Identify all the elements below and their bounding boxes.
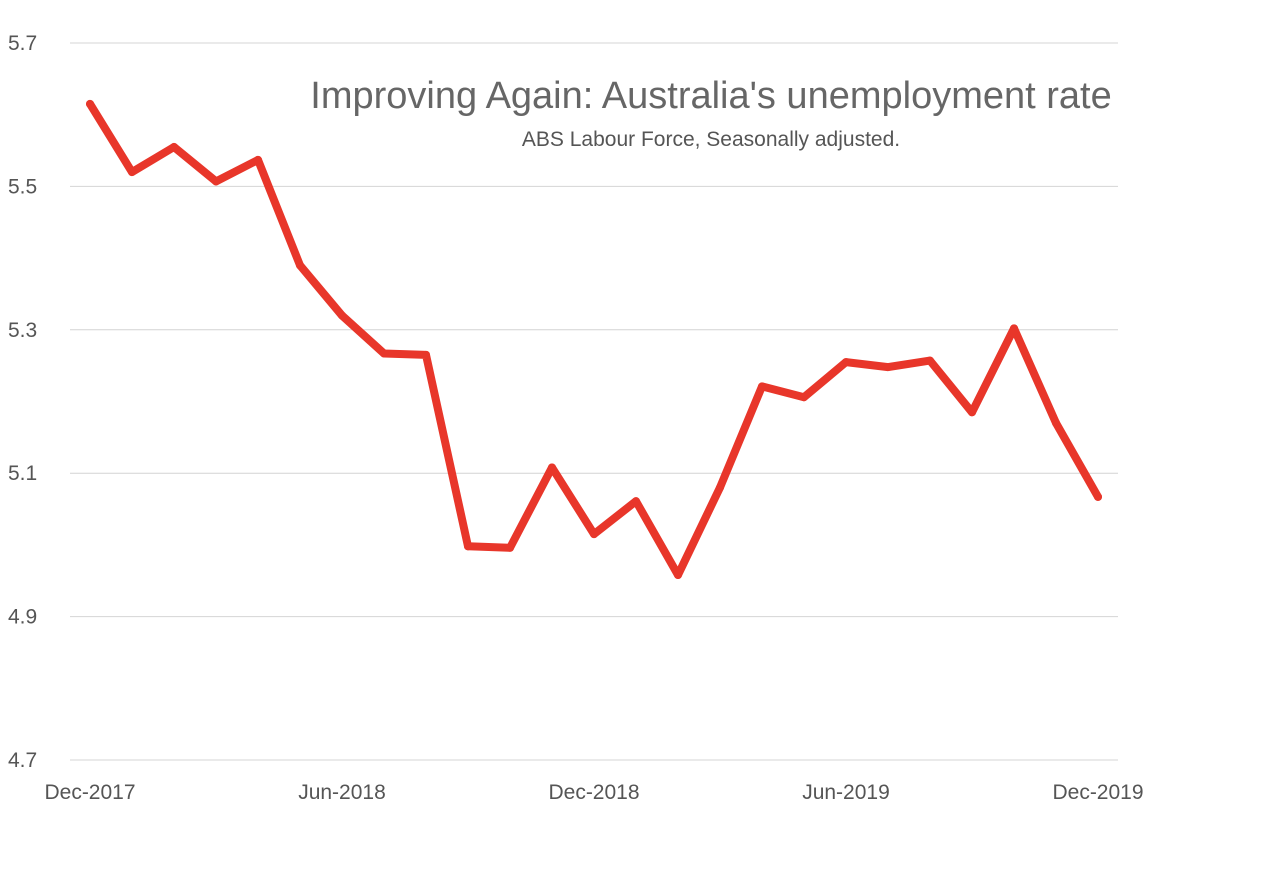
data-point — [506, 543, 514, 552]
data-point — [86, 99, 94, 108]
data-point — [170, 142, 178, 151]
y-tick-label: 4.9 — [8, 606, 37, 629]
data-point — [254, 155, 262, 164]
x-tick-label: Dec-2019 — [1052, 781, 1143, 804]
data-point — [548, 463, 556, 472]
data-point — [128, 168, 136, 177]
series-layer — [86, 99, 1102, 580]
data-point — [212, 177, 220, 186]
y-tick-label: 5.3 — [8, 319, 37, 342]
data-point — [968, 408, 976, 417]
data-point — [884, 363, 892, 372]
data-point — [1094, 492, 1102, 501]
data-point — [296, 261, 304, 270]
x-axis-ticks: Dec-2017 Jun-2018 Dec-2018 Jun-2019 Dec-2019 — [44, 781, 1143, 804]
y-tick-label: 5.7 — [8, 32, 37, 55]
x-tick-label: Jun-2019 — [802, 781, 890, 804]
x-tick-label: Dec-2018 — [548, 781, 639, 804]
data-point — [800, 393, 808, 402]
x-tick-label: Jun-2018 — [298, 781, 386, 804]
data-point — [758, 382, 766, 391]
data-point — [422, 350, 430, 359]
data-point — [716, 483, 724, 492]
series-line — [86, 99, 1102, 579]
y-axis-ticks: 4.7 4.9 5.1 5.3 5.5 5.7 — [8, 32, 37, 772]
data-point — [380, 349, 388, 358]
data-point — [1010, 324, 1018, 333]
y-tick-label: 4.7 — [8, 749, 37, 772]
data-point — [926, 356, 934, 365]
data-point — [338, 311, 346, 320]
y-tick-label: 5.1 — [8, 462, 37, 485]
data-point — [1052, 419, 1060, 428]
data-point — [590, 530, 598, 539]
data-point — [464, 542, 472, 551]
data-point — [632, 497, 640, 506]
chart-subtitle: ABS Labour Force, Seasonally adjusted. — [522, 128, 900, 151]
x-tick-label: Dec-2017 — [44, 781, 135, 804]
data-point — [842, 358, 850, 367]
chart-title: Improving Again: Australia's unemploymen… — [310, 75, 1111, 117]
data-point — [674, 571, 682, 580]
y-tick-label: 5.5 — [8, 175, 37, 198]
gridlines — [70, 42, 1118, 761]
